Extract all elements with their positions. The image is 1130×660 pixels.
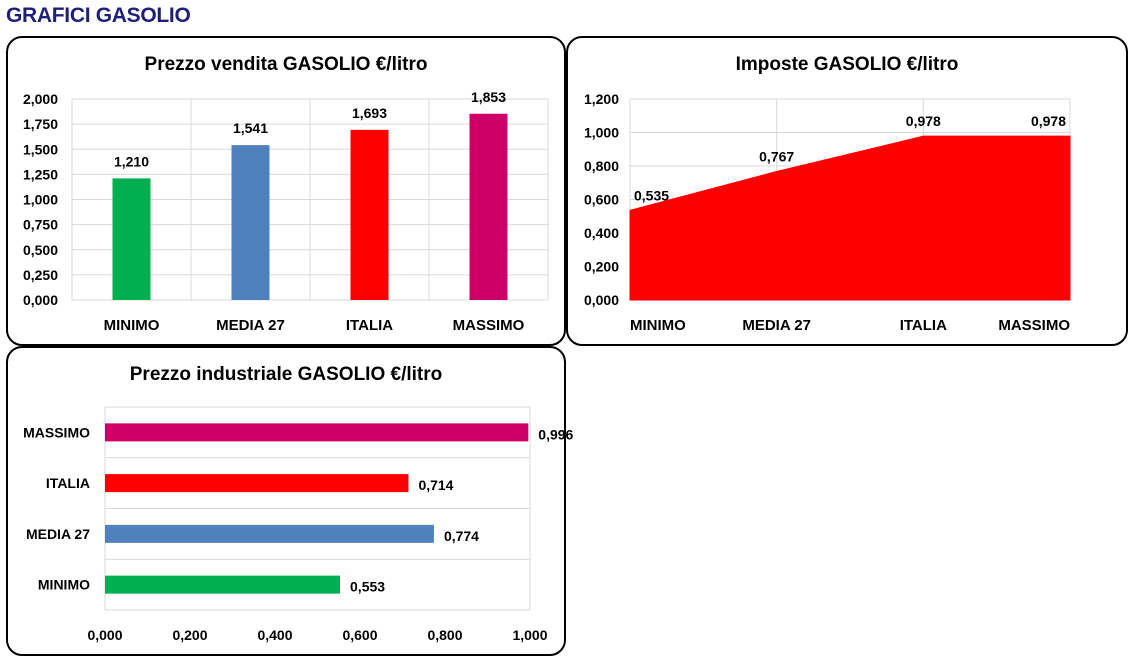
bar — [105, 423, 529, 442]
x-tick-label: ITALIA — [900, 317, 947, 334]
x-tick-label: ITALIA — [346, 317, 393, 334]
x-tick-label: MASSIMO — [998, 317, 1070, 334]
bar — [112, 178, 151, 300]
x-tick-label: MINIMO — [104, 317, 160, 334]
y-tick-label: 1,000 — [23, 192, 58, 208]
chart-panel-prezzo-vendita: Prezzo vendita GASOLIO €/litro 0,000 0,25… — [6, 36, 566, 346]
data-label: 1,210 — [114, 153, 149, 169]
y-tick-label: 1,750 — [23, 116, 58, 132]
bar — [105, 524, 434, 543]
page-title: GRAFICI GASOLIO — [6, 4, 191, 27]
data-label: 0,774 — [444, 528, 479, 544]
x-tick-label: 0,200 — [172, 627, 207, 643]
y-tick-label: 1,000 — [584, 125, 619, 141]
data-label: 0,714 — [418, 477, 453, 493]
data-label: 0,767 — [759, 149, 794, 165]
data-label: 0,535 — [634, 187, 669, 203]
data-label: 0,978 — [906, 113, 941, 129]
y-tick-label: 0,000 — [584, 292, 619, 308]
y-tick-label: 0,250 — [23, 267, 58, 283]
chart-imposte: 0,000 0,200 0,400 0,600 0,800 1,000 1,200 0,535… — [584, 91, 1071, 334]
y-tick-label: 0,000 — [23, 292, 58, 308]
chart-prezzo-vendita: 0,000 0,250 0,500 0,750 1,000 1,250 1,500 1,750… — [23, 89, 549, 334]
y-tick-label: 1,250 — [23, 166, 58, 182]
x-tick-label: MINIMO — [630, 317, 686, 334]
chart-title: Imposte GASOLIO €/litro — [735, 54, 959, 75]
data-label: 1,693 — [352, 105, 387, 121]
chart-panel-prezzo-industriale: Prezzo industriale GASOLIO €/litro 0,000… — [6, 346, 574, 656]
x-tick-label: MEDIA 27 — [216, 317, 285, 334]
x-tick-label: MEDIA 27 — [742, 317, 811, 334]
bar — [469, 113, 508, 300]
x-tick-label: 0,600 — [342, 627, 377, 643]
chart-panel-imposte: Imposte GASOLIO €/litro 0,000 0,200 0,400 0… — [566, 36, 1128, 346]
y-tick-label: 1,500 — [23, 141, 58, 157]
data-label: 0,553 — [350, 579, 385, 595]
y-tick-label: 0,400 — [584, 225, 619, 241]
data-label: 1,853 — [471, 89, 506, 105]
x-tick-label: MASSIMO — [453, 317, 525, 334]
bar — [350, 129, 389, 300]
data-label: 1,541 — [233, 120, 268, 136]
data-label: 0,978 — [1031, 113, 1066, 129]
data-label: 0,996 — [538, 426, 573, 442]
x-tick-label: 0,400 — [257, 627, 292, 643]
y-tick-label: 0,800 — [584, 158, 619, 174]
bar — [105, 474, 409, 493]
y-tick-label: 0,750 — [23, 217, 58, 233]
y-tick-label: MINIMO — [38, 577, 90, 593]
chart-prezzo-industriale: 0,000 0,200 0,400 0,600 0,800 1,000 0,553 MINIM… — [23, 406, 574, 643]
y-tick-label: 0,200 — [584, 259, 619, 275]
x-tick-label: 0,800 — [427, 627, 462, 643]
chart-title: Prezzo vendita GASOLIO €/litro — [144, 54, 428, 75]
y-tick-label: 0,500 — [23, 242, 58, 258]
y-tick-label: 0,600 — [584, 192, 619, 208]
bar — [105, 575, 341, 594]
y-tick-label: ITALIA — [46, 475, 90, 491]
y-tick-label: MEDIA 27 — [26, 526, 90, 542]
x-tick-label: 1,000 — [512, 627, 547, 643]
area-series — [629, 135, 1071, 301]
y-tick-label: 1,200 — [584, 91, 619, 107]
x-tick-label: 0,000 — [87, 627, 122, 643]
bar — [231, 145, 270, 300]
y-tick-label: MASSIMO — [23, 424, 90, 440]
chart-title: Prezzo industriale GASOLIO €/litro — [129, 364, 443, 385]
y-tick-label: 2,000 — [23, 91, 58, 107]
